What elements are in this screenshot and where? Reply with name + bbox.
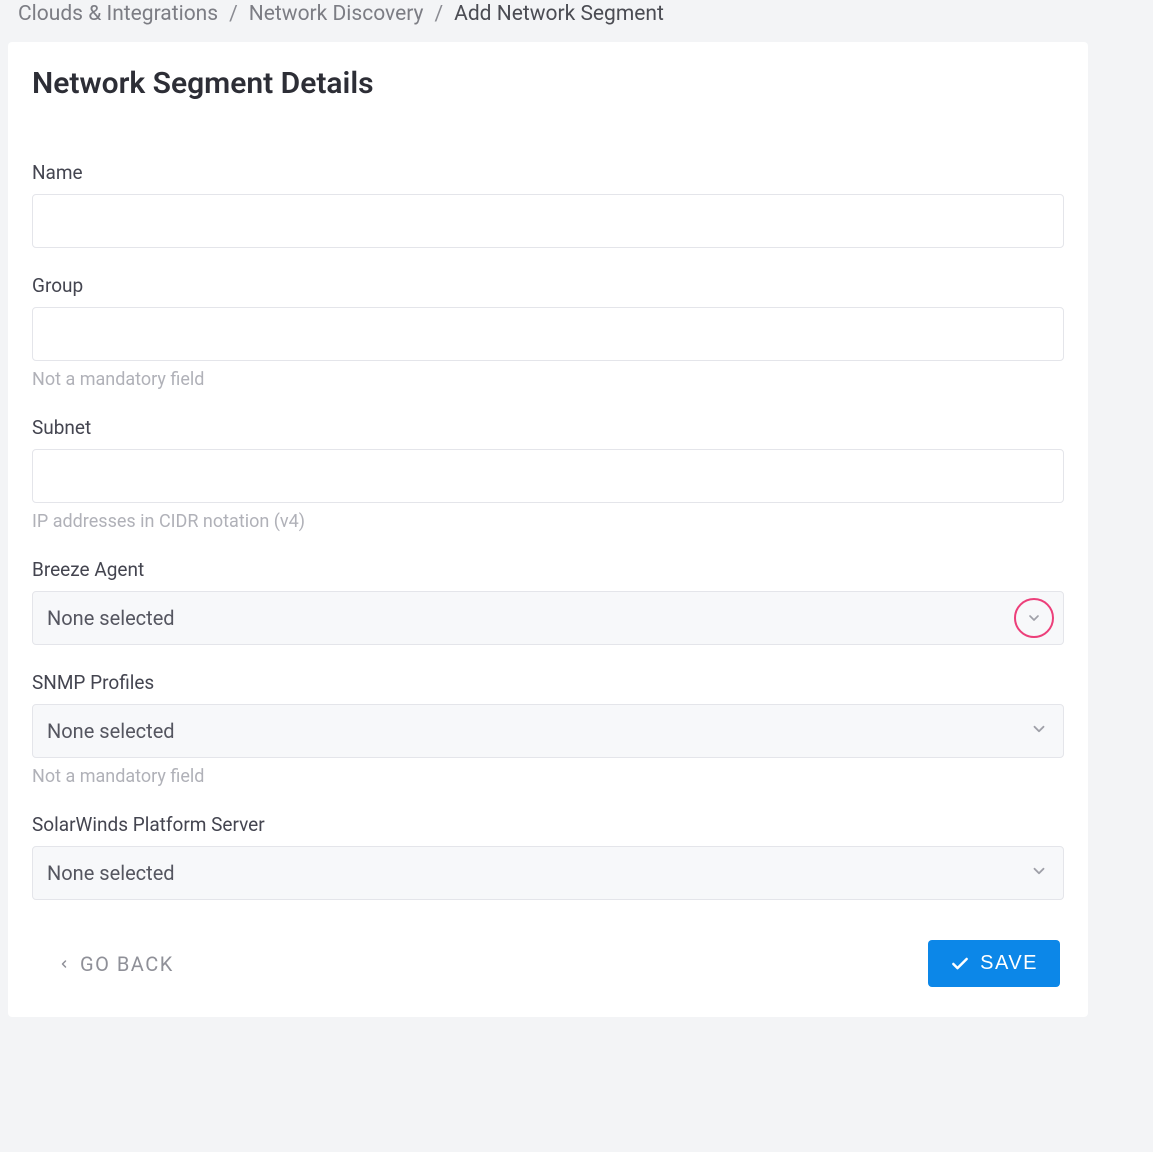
save-button[interactable]: SAVE bbox=[928, 940, 1060, 987]
subnet-label: Subnet bbox=[32, 416, 1064, 439]
check-icon bbox=[950, 954, 970, 974]
breeze-agent-select[interactable]: None selected bbox=[32, 591, 1064, 645]
form-card: Network Segment Details Name Group Not a… bbox=[8, 42, 1088, 1017]
breadcrumb-current: Add Network Segment bbox=[454, 2, 664, 26]
name-label: Name bbox=[32, 161, 1064, 184]
field-subnet: Subnet IP addresses in CIDR notation (v4… bbox=[32, 416, 1064, 532]
breadcrumb-link-clouds[interactable]: Clouds & Integrations bbox=[18, 2, 218, 26]
page-title: Network Segment Details bbox=[32, 66, 1064, 101]
field-snmp-profiles: SNMP Profiles None selected Not a mandat… bbox=[32, 671, 1064, 787]
snmp-profiles-selected-value: None selected bbox=[47, 719, 175, 743]
field-solarwinds-server: SolarWinds Platform Server None selected bbox=[32, 813, 1064, 900]
form-actions: GO BACK SAVE bbox=[32, 940, 1064, 987]
group-input[interactable] bbox=[32, 307, 1064, 361]
subnet-help-text: IP addresses in CIDR notation (v4) bbox=[32, 511, 1064, 532]
breadcrumb-separator: / bbox=[226, 2, 241, 26]
snmp-profiles-help-text: Not a mandatory field bbox=[32, 766, 1064, 787]
breeze-agent-label: Breeze Agent bbox=[32, 558, 1064, 581]
breadcrumb-separator: / bbox=[431, 2, 446, 26]
solarwinds-server-label: SolarWinds Platform Server bbox=[32, 813, 1064, 836]
field-breeze-agent: Breeze Agent None selected bbox=[32, 558, 1064, 645]
save-label: SAVE bbox=[980, 952, 1038, 975]
field-group: Group Not a mandatory field bbox=[32, 274, 1064, 390]
subnet-input[interactable] bbox=[32, 449, 1064, 503]
snmp-profiles-label: SNMP Profiles bbox=[32, 671, 1064, 694]
solarwinds-server-selected-value: None selected bbox=[47, 861, 175, 885]
group-label: Group bbox=[32, 274, 1064, 297]
breadcrumb: Clouds & Integrations / Network Discover… bbox=[0, 0, 1153, 42]
field-name: Name bbox=[32, 161, 1064, 248]
chevron-left-icon bbox=[58, 955, 70, 973]
group-help-text: Not a mandatory field bbox=[32, 369, 1064, 390]
snmp-profiles-select[interactable]: None selected bbox=[32, 704, 1064, 758]
go-back-button[interactable]: GO BACK bbox=[36, 944, 178, 984]
go-back-label: GO BACK bbox=[80, 952, 174, 976]
breadcrumb-link-network-discovery[interactable]: Network Discovery bbox=[249, 2, 424, 26]
solarwinds-server-select[interactable]: None selected bbox=[32, 846, 1064, 900]
breeze-agent-selected-value: None selected bbox=[47, 606, 175, 630]
name-input[interactable] bbox=[32, 194, 1064, 248]
